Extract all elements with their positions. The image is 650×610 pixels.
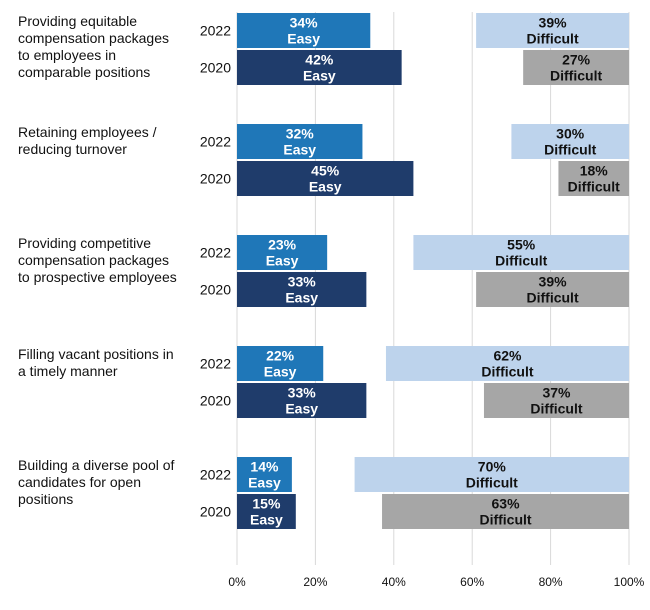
year-label: 2020: [200, 282, 231, 298]
category-label: Retaining employees / reducing turnover: [18, 124, 157, 157]
bar-difficult: [385, 346, 629, 381]
category-label: Filling vacant positions in a timely mann…: [18, 346, 174, 379]
bar-easy: [237, 50, 402, 85]
year-label: 2020: [200, 393, 231, 409]
bar-easy-label: 33% Easy: [285, 274, 318, 306]
category-label: Providing competitive compensation packag…: [18, 235, 177, 285]
bar-easy-label: 32% Easy: [283, 126, 316, 158]
bar-easy-label: 22% Easy: [264, 348, 297, 380]
bar-difficult: [511, 124, 629, 159]
bar-difficult-label: 55% Difficult: [495, 237, 547, 269]
bar-difficult-label: 39% Difficult: [527, 15, 579, 47]
year-label: 2022: [200, 23, 231, 39]
year-label: 2020: [200, 60, 231, 76]
bar-easy: [237, 383, 367, 418]
bar-difficult-label: 39% Difficult: [527, 274, 579, 306]
x-tick-label: 20%: [303, 575, 327, 589]
x-tick-label: 0%: [228, 575, 246, 589]
x-tick-label: 40%: [382, 575, 406, 589]
bar-easy: [237, 457, 292, 492]
bar-difficult-label: 18% Difficult: [568, 163, 620, 195]
bar-easy-label: 33% Easy: [285, 385, 318, 417]
year-label: 2022: [200, 245, 231, 261]
x-tick-label: 80%: [539, 575, 563, 589]
bar-easy: [237, 161, 414, 196]
year-label: 2020: [200, 171, 231, 187]
bar-difficult-label: 30% Difficult: [544, 126, 596, 158]
bar-difficult: [476, 13, 629, 48]
bar-difficult-label: 27% Difficult: [550, 52, 602, 84]
bar-difficult-label: 37% Difficult: [530, 385, 582, 417]
bar-easy: [237, 346, 324, 381]
bar-difficult: [558, 161, 629, 196]
bar-easy: [237, 13, 371, 48]
bar-easy-label: 34% Easy: [287, 15, 320, 47]
bar-difficult: [413, 235, 629, 270]
bars: [237, 13, 629, 529]
bar-difficult: [382, 494, 629, 529]
bar-easy: [237, 272, 367, 307]
category-label: Providing equitable compensation packages…: [18, 13, 169, 80]
year-label: 2022: [200, 356, 231, 372]
category-label: Building a diverse pool of candidates for…: [18, 457, 175, 507]
x-tick-label: 60%: [460, 575, 484, 589]
bar-easy: [237, 124, 363, 159]
bar-difficult-label: 63% Difficult: [479, 496, 531, 528]
bar-difficult: [523, 50, 629, 85]
year-label: 2022: [200, 467, 231, 483]
bar-difficult: [476, 272, 629, 307]
bar-easy-label: 23% Easy: [266, 237, 299, 269]
bar-difficult: [483, 383, 629, 418]
bar-easy-label: 14% Easy: [248, 459, 281, 491]
x-axis-ticks: 0% 20% 40% 60% 80% 100%: [228, 575, 644, 589]
x-tick-label: 100%: [614, 575, 645, 589]
bar-easy-label: 15% Easy: [250, 496, 283, 528]
bar-difficult-label: 62% Difficult: [481, 348, 533, 380]
bar-easy: [237, 235, 328, 270]
bar-easy: [237, 494, 296, 529]
bar-easy-label: 45% Easy: [309, 163, 342, 195]
bar-difficult: [354, 457, 629, 492]
bar-easy-label: 42% Easy: [303, 52, 336, 84]
labels: Providing equitable compensation packages…: [18, 13, 620, 528]
bar-difficult-label: 70% Difficult: [466, 459, 518, 491]
year-label: 2020: [200, 504, 231, 520]
year-label: 2022: [200, 134, 231, 150]
